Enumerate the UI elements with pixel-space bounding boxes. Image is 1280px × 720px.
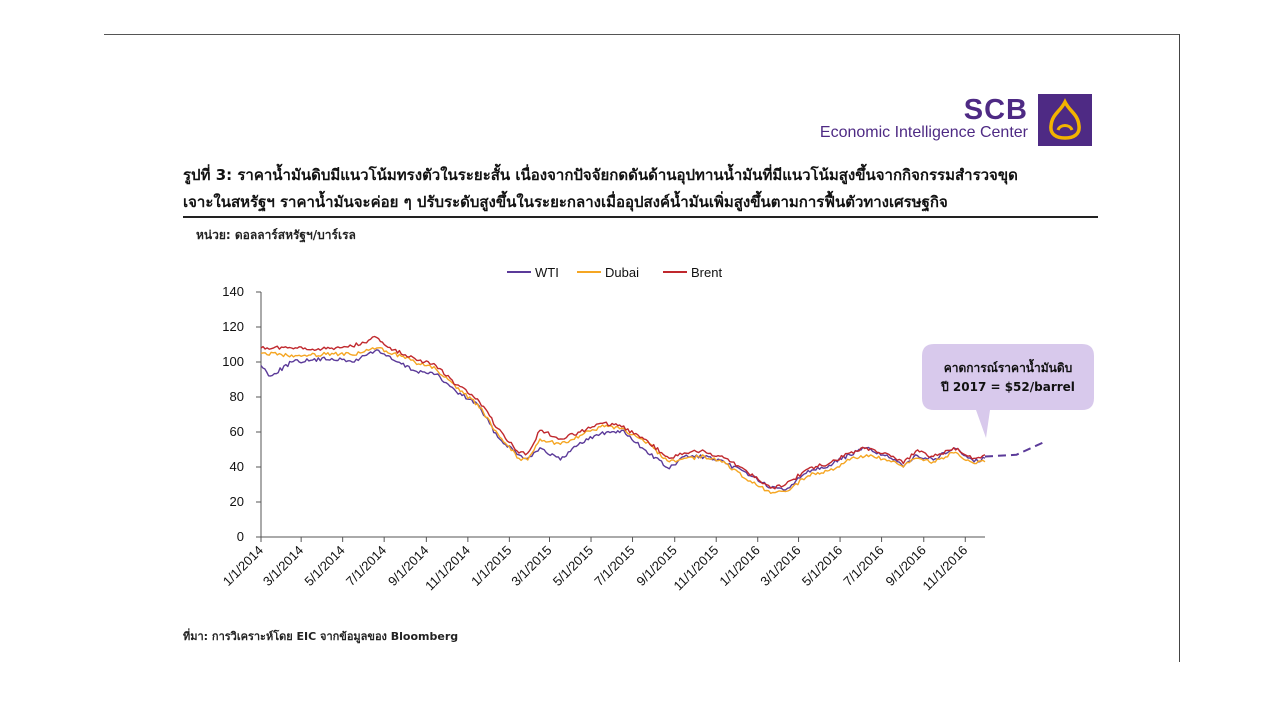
brand-name: SCB [963, 94, 1028, 126]
y-tick-label: 100 [222, 354, 244, 369]
x-tick-label: 1/1/2016 [716, 543, 762, 589]
y-tick-label: 40 [230, 459, 244, 474]
x-tick-label: 1/1/2015 [468, 543, 514, 589]
scb-logo-icon [1038, 94, 1092, 146]
y-tick-label: 140 [222, 284, 244, 299]
x-tick-label: 5/1/2015 [550, 543, 596, 589]
legend-label: Dubai [605, 265, 639, 280]
callout-bubble [922, 344, 1094, 438]
x-tick-label: 3/1/2015 [508, 543, 554, 589]
legend-label: WTI [535, 265, 559, 280]
series-line-wti [260, 349, 986, 491]
series-line-brent [260, 335, 986, 490]
x-tick-label: 7/1/2016 [840, 543, 886, 589]
x-tick-label: 7/1/2015 [591, 543, 637, 589]
forecast-line [984, 439, 1048, 458]
series-layer [260, 335, 1048, 494]
legend-label: Brent [691, 265, 722, 280]
brand-block: SCB Economic Intelligence Center [780, 92, 1092, 148]
y-tick-label: 80 [230, 389, 244, 404]
x-tick-label: 5/1/2016 [799, 543, 845, 589]
callout-line-1: คาดการณ์ราคาน้ำมันดิบ [944, 358, 1073, 375]
x-tick-label: 7/1/2014 [343, 543, 389, 589]
x-tick-label: 3/1/2014 [260, 543, 306, 589]
right-rule [1179, 34, 1180, 662]
y-tick-label: 60 [230, 424, 244, 439]
caption-line-2: เจาะในสหรัฐฯ ราคาน้ำมันจะค่อย ๆ ปรับระดั… [183, 193, 948, 211]
y-tick-label: 120 [222, 319, 244, 334]
caption-rule [183, 216, 1098, 218]
x-tick-label: 11/1/2015 [671, 543, 722, 594]
y-tick-label: 0 [237, 529, 244, 544]
x-tick-label: 11/1/2014 [422, 543, 473, 594]
y-tick-label: 20 [230, 494, 244, 509]
unit-label: หน่วย: ดอลลาร์สหรัฐฯ/บาร์เรล [196, 228, 356, 242]
top-rule [104, 34, 1180, 35]
axes: 0204060801001201401/1/20143/1/20145/1/20… [220, 284, 985, 593]
x-tick-label: 3/1/2016 [757, 543, 803, 589]
caption-line-1: รูปที่ 3: ราคาน้ำมันดิบมีแนวโน้มทรงตัวใน… [183, 166, 1018, 184]
x-tick-label: 11/1/2016 [920, 543, 971, 594]
x-tick-label: 1/1/2014 [220, 543, 266, 589]
source-label: ที่มา: การวิเคราะห์โดย EIC จากข้อมูลของ … [183, 630, 459, 643]
legend: WTI Dubai Brent [507, 265, 722, 280]
series-line-dubai [260, 347, 986, 494]
forecast-callout: คาดการณ์ราคาน้ำมันดิบ ปี 2017 = $52/barr… [922, 344, 1094, 438]
x-tick-label: 5/1/2014 [301, 543, 347, 589]
figure-caption: รูปที่ 3: ราคาน้ำมันดิบมีแนวโน้มทรงตัวใน… [183, 162, 1098, 216]
brand-subtitle: Economic Intelligence Center [819, 124, 1028, 141]
callout-line-2: ปี 2017 = $52/barrel [941, 380, 1075, 394]
